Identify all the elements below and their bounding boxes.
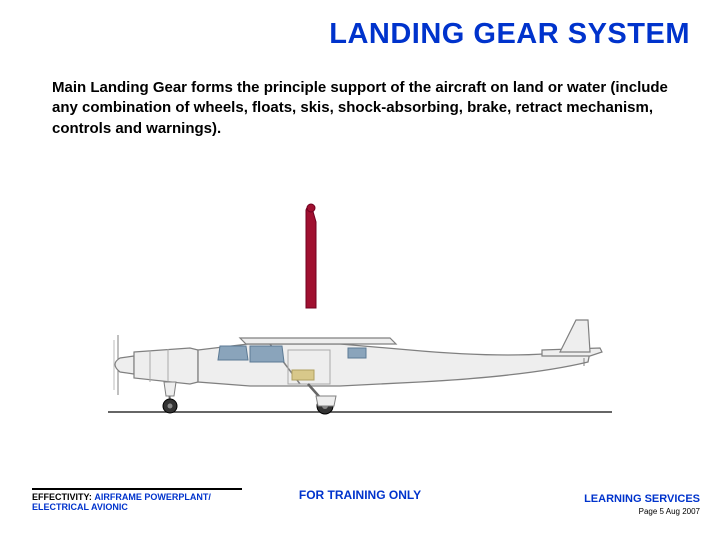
page-date-label: Page 5 Aug 2007 [584, 507, 700, 516]
learning-services-label: LEARNING SERVICES [584, 493, 700, 505]
footer: EFFECTIVITY: AIRFRAME POWERPLANT/ ELECTR… [0, 482, 720, 532]
aircraft-diagram [90, 200, 630, 440]
footer-right: LEARNING SERVICES Page 5 Aug 2007 [584, 493, 700, 516]
page-title: LANDING GEAR SYSTEM [0, 18, 690, 51]
body-paragraph: Main Landing Gear forms the principle su… [52, 78, 670, 139]
